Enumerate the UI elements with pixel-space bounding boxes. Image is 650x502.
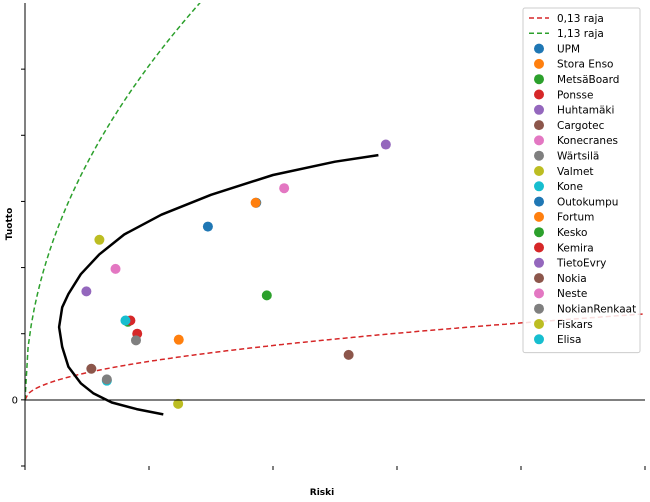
legend-marker bbox=[534, 273, 544, 284]
x-axis-label: Riski bbox=[310, 488, 334, 498]
legend-marker bbox=[534, 166, 544, 176]
legend-label: Wärtsilä bbox=[557, 151, 599, 163]
legend-label: Neste bbox=[557, 288, 587, 300]
legend-marker bbox=[534, 150, 544, 161]
legend-label: Kemira bbox=[557, 242, 594, 254]
legend-marker bbox=[534, 89, 544, 100]
legend-label: NokianRenkaat bbox=[557, 304, 636, 316]
legend-label: Outokumpu bbox=[557, 196, 618, 208]
legend-label: 1,13 raja bbox=[557, 28, 604, 40]
point-upm bbox=[202, 221, 213, 232]
point-konecranes bbox=[279, 183, 290, 194]
frontier-curve bbox=[57, 153, 379, 416]
legend-marker bbox=[534, 257, 544, 268]
point-tietoevry bbox=[81, 286, 92, 297]
legend-label: Stora Enso bbox=[557, 59, 613, 71]
point-stora-enso bbox=[173, 334, 184, 345]
point-fiskars bbox=[173, 398, 184, 409]
legend-label: Ponsse bbox=[557, 89, 593, 101]
legend-marker bbox=[534, 58, 544, 69]
legend-marker bbox=[534, 303, 544, 314]
legend-marker bbox=[534, 135, 544, 146]
legend-marker bbox=[534, 120, 544, 131]
axes bbox=[24, 3, 645, 466]
legend-marker bbox=[534, 288, 544, 299]
legend-marker bbox=[534, 196, 544, 207]
legend-marker bbox=[534, 227, 544, 238]
legend-marker bbox=[534, 211, 544, 222]
point-fortum bbox=[250, 197, 261, 208]
point-w-rtsil- bbox=[130, 335, 141, 346]
legend-label: TietoEvry bbox=[556, 258, 606, 270]
point-elisa bbox=[120, 315, 131, 326]
point-cargotec bbox=[86, 363, 97, 374]
legend-label: Elisa bbox=[557, 334, 581, 346]
legend-marker bbox=[534, 242, 544, 253]
point-huhtam-ki bbox=[380, 139, 391, 150]
legend-label: Kone bbox=[557, 181, 583, 193]
reference-line-1 bbox=[25, 313, 645, 401]
point-neste bbox=[110, 263, 121, 274]
legend-label: 0,13 raja bbox=[557, 13, 604, 25]
ticks: 0 bbox=[12, 68, 646, 470]
legend-label: Nokia bbox=[557, 273, 587, 285]
y-axis-label: Tuotto bbox=[5, 208, 15, 241]
y-tick-label: 0 bbox=[12, 395, 18, 406]
legend-label: Huhtamäki bbox=[557, 105, 614, 117]
legend: 0,13 raja 1,13 raja UPM Stora Enso MetsäBoar… bbox=[522, 7, 641, 354]
legend-label: UPM bbox=[557, 43, 580, 55]
legend-label: Konecranes bbox=[557, 135, 618, 147]
legend-marker bbox=[534, 74, 544, 85]
legend-marker bbox=[534, 43, 544, 54]
legend-label: Fiskars bbox=[557, 319, 593, 331]
point-valmet bbox=[94, 234, 105, 245]
legend-label: Fortum bbox=[557, 212, 594, 224]
legend-label: Cargotec bbox=[557, 120, 605, 132]
legend-box bbox=[522, 7, 641, 354]
legend-label: Valmet bbox=[557, 166, 594, 178]
point-nokia bbox=[343, 349, 354, 360]
legend-marker bbox=[534, 181, 544, 192]
legend-marker bbox=[534, 319, 544, 329]
legend-marker bbox=[534, 334, 544, 345]
legend-label: Kesko bbox=[557, 227, 587, 239]
plot-area bbox=[25, 3, 645, 416]
point-nokianrenkaat bbox=[101, 374, 112, 385]
legend-marker bbox=[534, 104, 544, 115]
legend-label: MetsäBoard bbox=[557, 74, 619, 86]
point-mets-board bbox=[261, 290, 272, 301]
